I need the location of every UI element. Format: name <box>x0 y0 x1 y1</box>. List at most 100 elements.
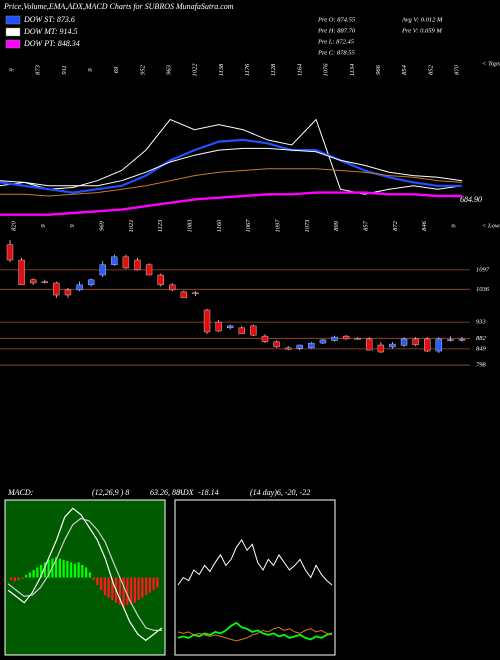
candle-body <box>366 338 373 351</box>
candle-body <box>400 338 408 346</box>
histogram-bar <box>43 562 46 578</box>
high-label: 952 <box>139 64 146 75</box>
macd-title: MACD: <box>7 488 34 497</box>
candle-body <box>18 259 25 286</box>
histogram-bar <box>137 577 140 601</box>
series-line <box>0 147 463 187</box>
chart-title: Price,Volume,EMA,ADX,MACD Charts for SUB… <box>3 2 234 11</box>
low-label: 969 <box>98 220 105 231</box>
candle-body <box>331 336 338 341</box>
candle-body <box>377 344 385 353</box>
low-label: 1160 <box>216 219 223 232</box>
histogram-bar <box>107 577 110 598</box>
legend-swatch <box>5 39 21 49</box>
high-label: 852 <box>427 64 434 75</box>
histogram-bar <box>96 577 99 586</box>
candle-body <box>342 335 350 340</box>
histogram-bar <box>81 564 84 578</box>
info-text: Pre H: 887.70 <box>317 27 356 34</box>
info-text: Pre C: 878.55 <box>317 49 356 56</box>
histogram-bar <box>148 577 151 593</box>
histogram-bar <box>21 577 24 579</box>
legend-swatch <box>5 27 21 37</box>
histogram-bar <box>85 567 88 578</box>
candle-body <box>180 291 188 299</box>
candle-body <box>192 292 199 295</box>
candle-body <box>284 347 292 350</box>
histogram-bar <box>111 577 114 601</box>
high-label: 9 <box>8 68 15 72</box>
series-line <box>0 118 463 195</box>
candle-body <box>134 259 141 271</box>
candle-body <box>87 279 95 286</box>
histogram-bar <box>88 572 91 578</box>
histogram-bar <box>17 577 20 581</box>
histogram-bar <box>77 562 80 578</box>
legend-label: DOW ST: 873.6 <box>23 15 75 24</box>
high-label: 1134 <box>349 63 356 76</box>
candle-body <box>145 264 153 276</box>
low-label: 1073 <box>304 219 311 233</box>
histogram-bar <box>122 577 125 607</box>
candle-body <box>41 281 48 283</box>
candle-body <box>238 327 245 335</box>
histogram-bar <box>55 557 58 578</box>
histogram-bar <box>47 559 50 578</box>
info-text: Pre O: 874.55 <box>317 16 356 23</box>
high-label: 9 <box>87 68 94 72</box>
series-line <box>7 517 162 632</box>
histogram-bar <box>25 574 28 578</box>
high-label: 69 <box>113 66 120 73</box>
candle-body <box>458 339 466 341</box>
series-line <box>177 621 333 641</box>
series-line <box>177 538 333 586</box>
low-label: 9 <box>69 224 76 228</box>
candle-body <box>435 338 443 352</box>
candle-body <box>227 325 234 329</box>
high-label: 966 <box>375 64 382 75</box>
low-label: 1067 <box>245 219 252 233</box>
histogram-bar <box>40 564 43 578</box>
histogram-bar <box>66 561 69 578</box>
y-tick-label: 933 <box>476 319 487 326</box>
high-label: 873 <box>35 64 42 75</box>
histogram-bar <box>62 559 65 578</box>
candle-body <box>169 284 176 291</box>
histogram-bar <box>100 577 103 591</box>
histogram-bar <box>103 577 106 596</box>
low-label: 1021 <box>128 220 135 233</box>
histogram-bar <box>70 562 73 578</box>
low-label: 857 <box>362 220 369 231</box>
legend-swatch <box>5 15 21 25</box>
candle-body <box>29 279 37 284</box>
candle-body <box>76 284 83 291</box>
adx-readout: -18.14 <box>198 488 219 497</box>
candle-body <box>261 335 269 343</box>
macd-params: (12,26,9 ) 8 <box>92 488 129 497</box>
candle-body <box>296 344 303 349</box>
y-tick-label: 798 <box>476 362 487 369</box>
candle-body <box>389 343 396 348</box>
info-text: Avg V: 0.012 M <box>401 16 443 23</box>
series-line <box>0 138 462 194</box>
histogram-bar <box>10 577 13 581</box>
candle-body <box>203 309 211 333</box>
histogram-bar <box>32 569 35 578</box>
y-tick-label: 1097 <box>476 266 490 273</box>
histogram-bar <box>152 577 155 591</box>
y-tick-label: 1036 <box>476 286 490 293</box>
low-label: 9 <box>40 224 47 228</box>
candle-body <box>122 256 130 269</box>
high-label: 1022 <box>192 63 199 77</box>
legend-label: DOW PT: 848.34 <box>23 39 80 48</box>
histogram-bar <box>118 577 121 606</box>
high-label: 1164 <box>296 63 303 76</box>
series-line <box>0 168 463 197</box>
candle-body <box>53 282 60 296</box>
candle-body <box>6 244 14 261</box>
candle-body <box>99 264 106 276</box>
candle-body <box>319 339 327 344</box>
candle-body <box>64 289 72 296</box>
low-label: 846 <box>421 220 428 231</box>
legend-label: DOW MT: 914.5 <box>23 27 78 36</box>
